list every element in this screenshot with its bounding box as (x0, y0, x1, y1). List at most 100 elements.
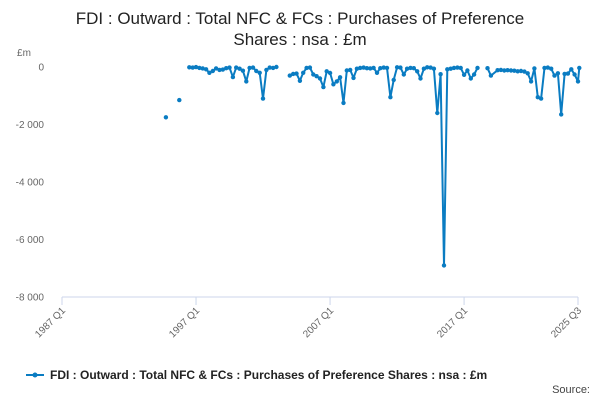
data-point[interactable] (247, 65, 252, 71)
data-point[interactable] (203, 67, 209, 72)
data-point[interactable] (311, 72, 316, 77)
source-label[interactable]: Source: (552, 384, 590, 396)
data-point[interactable] (471, 72, 477, 77)
data-point[interactable] (508, 68, 514, 73)
data-point[interactable] (344, 68, 349, 73)
data-point[interactable] (445, 67, 450, 72)
data-point[interactable] (545, 65, 550, 70)
data-point[interactable] (274, 64, 279, 70)
data-point[interactable] (210, 68, 215, 74)
data-point[interactable] (220, 67, 225, 72)
data-point[interactable] (415, 69, 420, 74)
data-point[interactable] (455, 65, 460, 70)
data-point[interactable] (230, 74, 236, 80)
data-point[interactable] (200, 66, 205, 71)
data-point[interactable] (488, 73, 494, 78)
data-point[interactable] (518, 68, 524, 74)
data-point[interactable] (577, 65, 582, 71)
data-point[interactable] (475, 65, 480, 71)
data-point[interactable] (187, 65, 192, 70)
data-point[interactable] (378, 66, 383, 71)
data-point[interactable] (217, 67, 222, 73)
data-point[interactable] (575, 79, 581, 84)
data-point[interactable] (522, 69, 527, 74)
data-point[interactable] (234, 65, 239, 70)
data-point[interactable] (441, 263, 447, 268)
data-point[interactable] (307, 65, 313, 70)
data-point[interactable] (569, 67, 574, 72)
data-point[interactable] (193, 64, 199, 70)
data-point[interactable] (331, 82, 336, 87)
data-point[interactable] (498, 67, 504, 73)
data-point[interactable] (190, 65, 195, 70)
data-point[interactable] (525, 71, 530, 76)
data-point[interactable] (532, 66, 537, 71)
data-point[interactable] (341, 100, 346, 106)
data-point[interactable] (351, 75, 356, 81)
data-point[interactable] (398, 65, 403, 70)
data-point[interactable] (572, 72, 577, 77)
data-point[interactable] (384, 65, 390, 71)
data-point[interactable] (304, 65, 309, 71)
data-point[interactable] (505, 68, 510, 73)
data-point[interactable] (394, 65, 400, 70)
data-point[interactable] (502, 68, 507, 73)
data-point[interactable] (468, 76, 473, 81)
data-point[interactable] (163, 115, 169, 120)
data-point[interactable] (461, 72, 467, 78)
data-point[interactable] (451, 65, 457, 71)
data-point[interactable] (297, 78, 303, 84)
data-point[interactable] (428, 65, 433, 70)
data-point[interactable] (250, 65, 256, 70)
data-point[interactable] (401, 72, 406, 77)
data-point[interactable] (465, 68, 470, 73)
data-point[interactable] (391, 77, 396, 83)
data-point[interactable] (270, 65, 276, 71)
data-point[interactable] (227, 65, 232, 70)
data-point[interactable] (421, 66, 427, 71)
data-point[interactable] (495, 68, 500, 73)
data-point[interactable] (485, 66, 490, 71)
data-point[interactable] (552, 73, 557, 78)
data-point[interactable] (207, 70, 212, 76)
data-point[interactable] (240, 68, 246, 73)
data-point[interactable] (348, 67, 353, 73)
data-point[interactable] (555, 71, 561, 76)
data-point[interactable] (411, 66, 416, 71)
data-point[interactable] (287, 73, 292, 78)
data-point[interactable] (438, 72, 443, 77)
data-point[interactable] (334, 79, 339, 84)
data-point[interactable] (435, 110, 440, 116)
data-point[interactable] (321, 84, 326, 90)
data-point[interactable] (381, 65, 386, 70)
data-point[interactable] (337, 75, 343, 80)
data-point[interactable] (425, 65, 430, 70)
data-point[interactable] (458, 65, 463, 71)
data-point[interactable] (354, 66, 360, 71)
data-point[interactable] (374, 70, 380, 76)
data-point[interactable] (314, 74, 319, 79)
data-point[interactable] (327, 70, 333, 76)
data-point[interactable] (512, 68, 517, 73)
data-point[interactable] (291, 71, 296, 77)
data-point[interactable] (562, 71, 567, 77)
data-point[interactable] (364, 66, 370, 71)
data-point[interactable] (197, 65, 202, 71)
data-point[interactable] (264, 67, 269, 73)
data-point[interactable] (542, 65, 547, 71)
data-point[interactable] (224, 66, 229, 71)
data-point[interactable] (515, 69, 520, 74)
data-point[interactable] (528, 79, 534, 84)
data-point[interactable] (324, 69, 329, 74)
data-point[interactable] (549, 66, 554, 71)
data-point[interactable] (177, 97, 182, 103)
data-point[interactable] (294, 71, 299, 76)
data-point[interactable] (448, 66, 453, 71)
data-point[interactable] (237, 66, 242, 71)
data-point[interactable] (565, 71, 571, 76)
data-point[interactable] (213, 66, 219, 71)
data-point[interactable] (431, 66, 437, 71)
data-point[interactable] (257, 70, 262, 76)
data-point[interactable] (317, 76, 323, 81)
data-point[interactable] (301, 70, 306, 76)
